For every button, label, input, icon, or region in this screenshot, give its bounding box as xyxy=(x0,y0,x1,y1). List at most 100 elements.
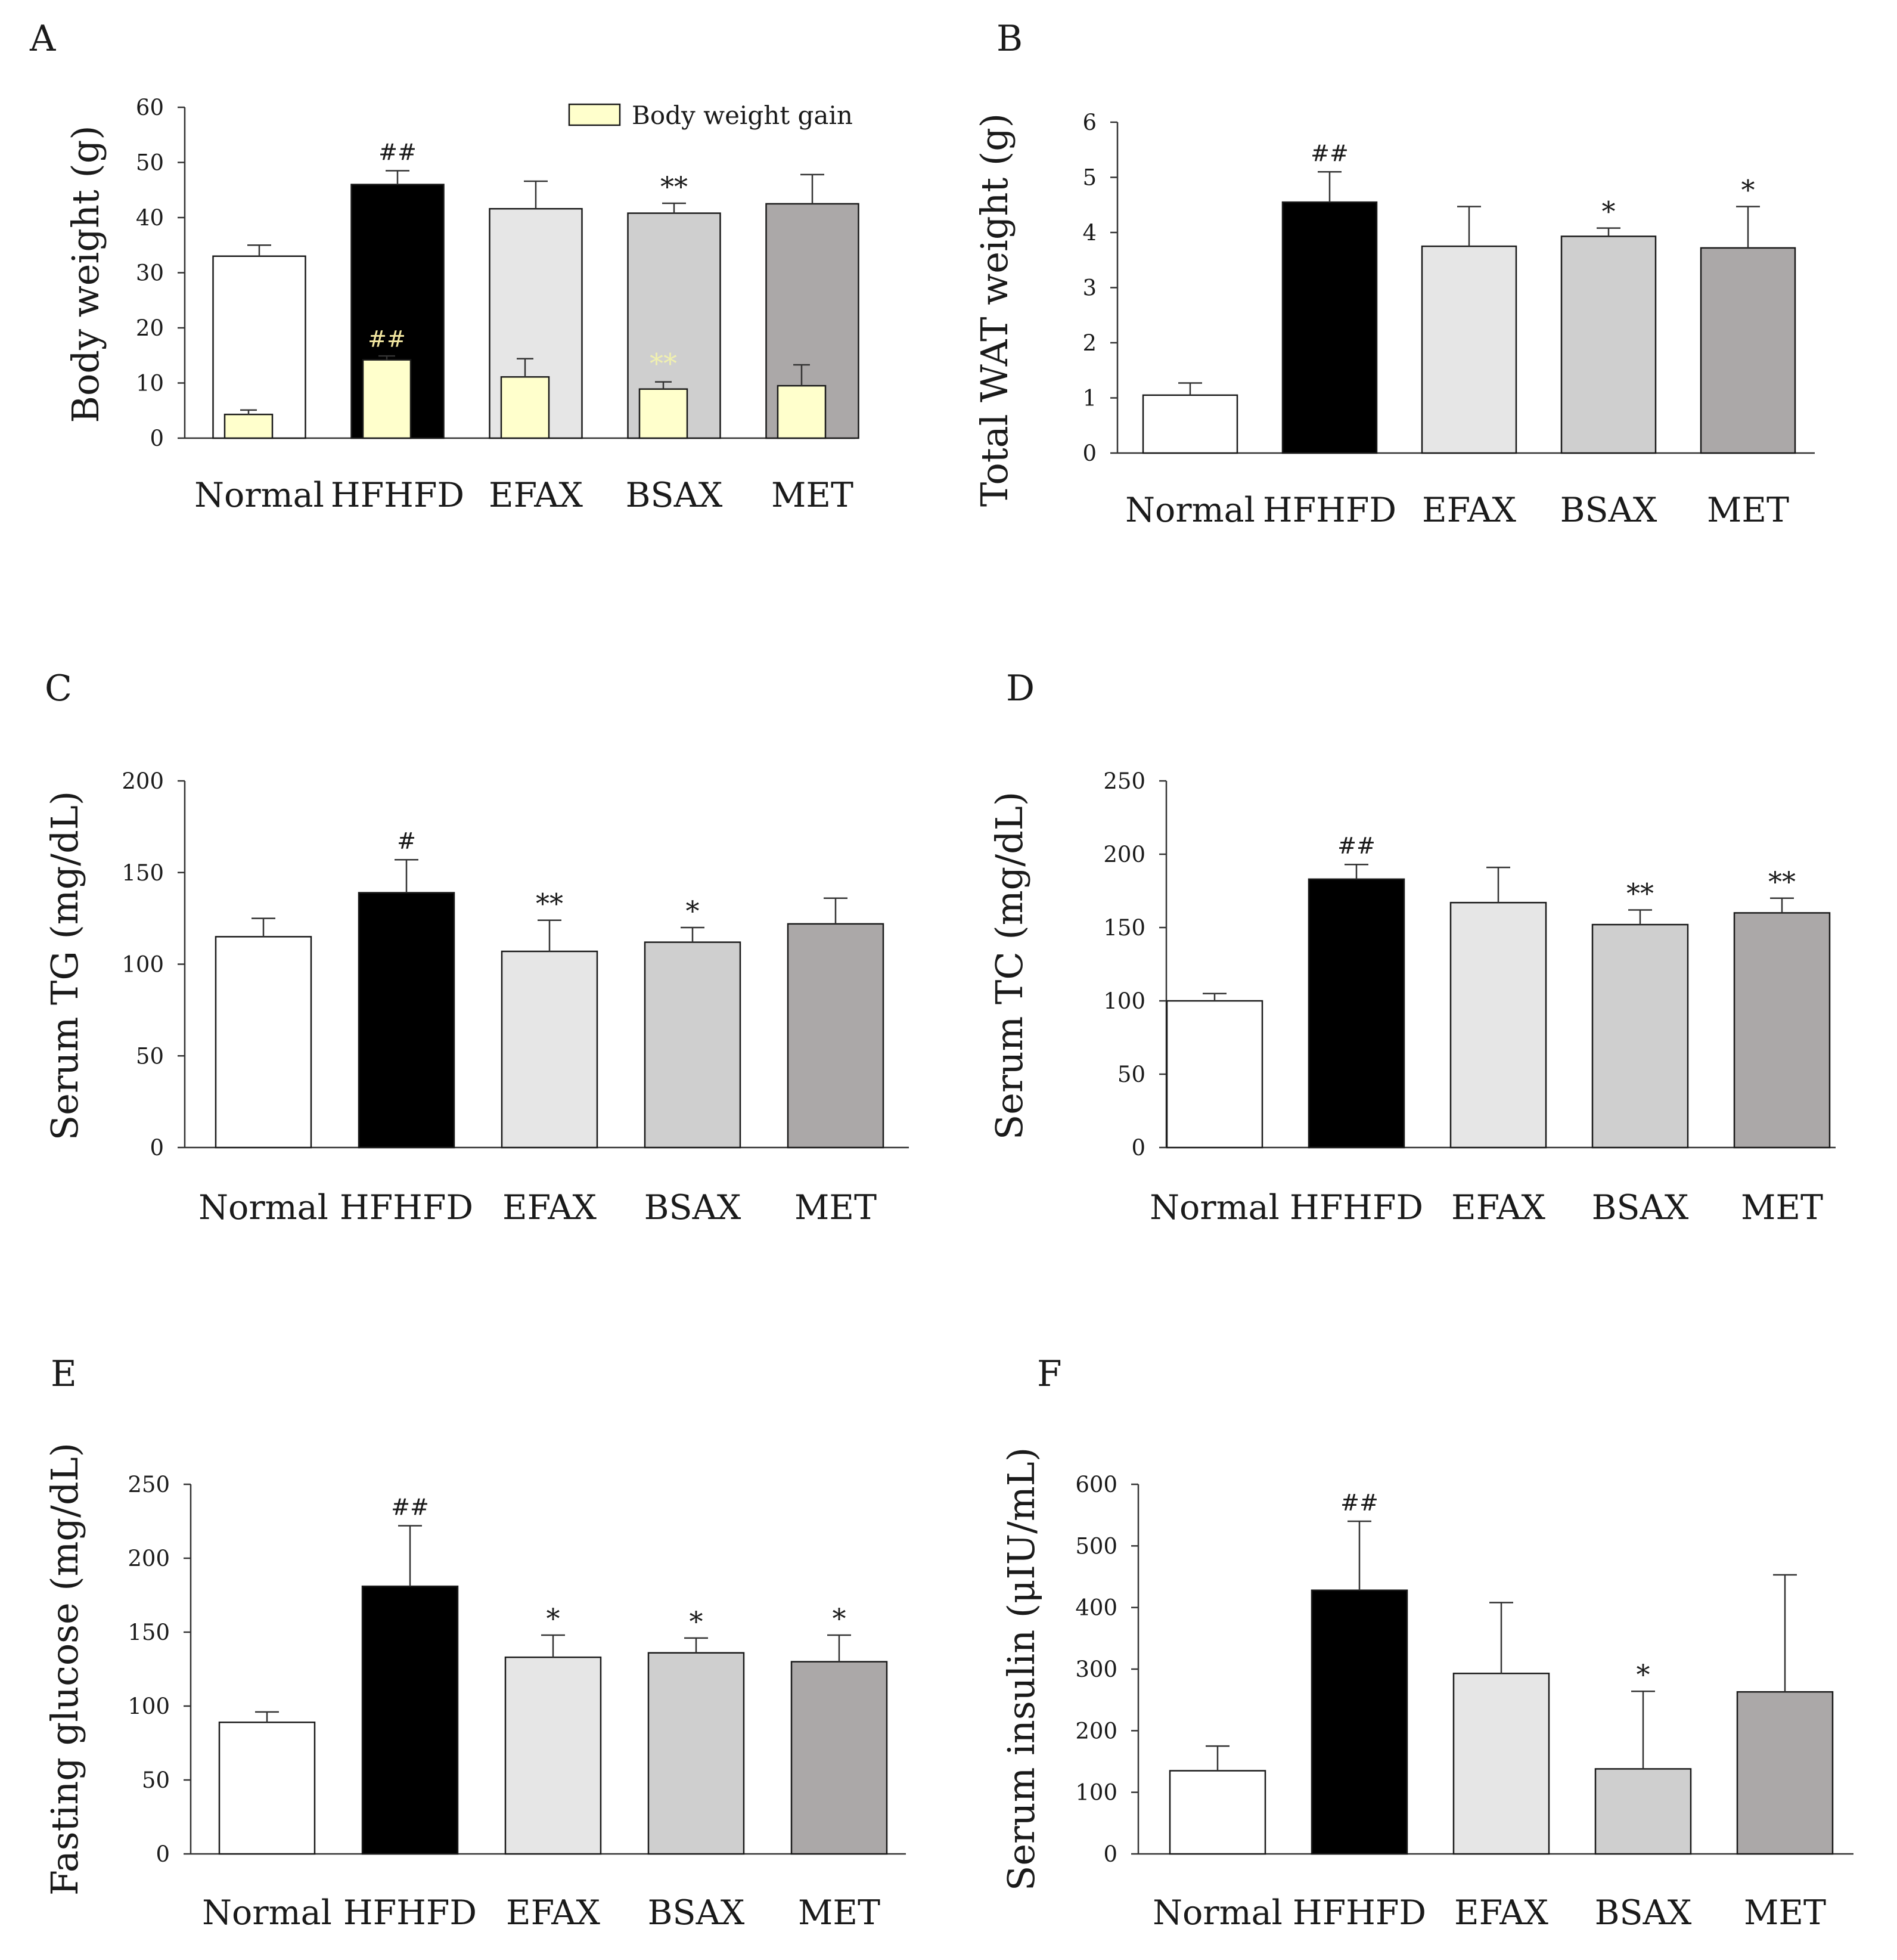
y-axis-label: Serum TC (mg/dL) xyxy=(988,792,1031,1140)
x-tick-label: MET xyxy=(794,1188,877,1227)
bar xyxy=(1421,245,1517,454)
x-tick-label: MET xyxy=(1741,1188,1823,1227)
x-tick-label: Normal xyxy=(1150,1188,1280,1227)
significance-label: ** xyxy=(1768,866,1796,898)
bar xyxy=(1736,1691,1834,1855)
y-tick-label: 300 xyxy=(1075,1657,1117,1682)
significance-label: * xyxy=(686,895,700,927)
gain-bar xyxy=(362,359,412,439)
x-tick-label: HFHFD xyxy=(1293,1893,1426,1933)
panel-letter: F xyxy=(1037,1353,1062,1395)
x-tick-label: EFAX xyxy=(1454,1893,1548,1933)
bar xyxy=(218,1722,316,1855)
significance-label: # xyxy=(397,828,416,854)
y-tick-label: 150 xyxy=(1103,915,1145,941)
y-tick-label: 5 xyxy=(1082,165,1097,191)
chart-panel-a: A Body weight (g) 0 10 20 30 40 50 60 Normal ## HFH… xyxy=(29,18,859,515)
gain-bar xyxy=(777,384,827,439)
significance-label: ## xyxy=(1337,833,1376,859)
x-tick-label: Normal xyxy=(194,476,324,515)
y-tick-label: 150 xyxy=(128,1620,170,1645)
y-tick-label: 200 xyxy=(1103,842,1145,867)
bar xyxy=(361,1585,459,1855)
y-tick-label: 500 xyxy=(1075,1533,1117,1559)
y-tick-label: 100 xyxy=(1103,988,1145,1014)
y-tick-label: 50 xyxy=(1117,1062,1145,1087)
bar xyxy=(1560,235,1657,454)
significance-label: ## xyxy=(391,1494,429,1520)
x-tick-label: EFAX xyxy=(506,1893,600,1933)
gain-significance-label: ## xyxy=(368,326,406,352)
gain-bar xyxy=(500,376,550,439)
chart-panel-b: B Total WAT weight (g) 0 1 2 3 4 5 6 Normal ## HFHF… xyxy=(973,18,1815,530)
gain-significance-label: ** xyxy=(650,348,677,380)
y-tick-label: 100 xyxy=(122,952,164,978)
x-tick-label: EFAX xyxy=(489,476,583,515)
panel-letter: E xyxy=(51,1353,77,1395)
y-tick-label: 100 xyxy=(128,1694,170,1719)
y-tick-label: 60 xyxy=(136,95,164,120)
significance-label: * xyxy=(1741,174,1755,206)
x-tick-label: Normal xyxy=(198,1188,328,1227)
x-tick-label: HFHFD xyxy=(340,1188,473,1227)
legend-label: Body weight gain xyxy=(632,101,853,130)
y-tick-label: 200 xyxy=(1075,1718,1117,1744)
bar xyxy=(1591,923,1689,1149)
x-tick-label: BSAX xyxy=(1592,1188,1689,1227)
chart-panel-e: E Fasting glucose (mg/dL) 0 50 100 150 200 250 N… xyxy=(43,1353,906,1933)
x-tick-label: EFAX xyxy=(1422,491,1516,530)
x-tick-label: MET xyxy=(798,1893,880,1933)
legend: Body weight gain xyxy=(568,101,853,130)
x-tick-label: HFHFD xyxy=(1290,1188,1423,1227)
x-tick-label: BSAX xyxy=(1595,1893,1692,1933)
significance-label: ## xyxy=(378,139,417,165)
bar xyxy=(358,892,455,1149)
significance-label: * xyxy=(1602,196,1616,228)
y-tick-label: 400 xyxy=(1075,1595,1117,1621)
panel-letter: A xyxy=(29,18,56,60)
bar xyxy=(790,1661,888,1855)
y-tick-label: 0 xyxy=(150,1135,164,1161)
y-tick-label: 40 xyxy=(136,205,164,231)
y-tick-label: 150 xyxy=(122,860,164,886)
panel-letter: C xyxy=(45,668,72,709)
y-tick-label: 200 xyxy=(128,1546,170,1571)
significance-label: ## xyxy=(1311,140,1349,166)
gain-bar xyxy=(638,388,688,439)
significance-label: * xyxy=(833,1602,846,1635)
y-tick-label: 4 xyxy=(1082,220,1097,246)
y-tick-label: 0 xyxy=(1082,441,1097,466)
bar xyxy=(644,941,741,1149)
x-tick-label: MET xyxy=(1744,1893,1826,1933)
bar xyxy=(787,923,884,1149)
gain-bar xyxy=(223,413,274,439)
panel-letter: D xyxy=(1006,668,1035,709)
significance-label: * xyxy=(1637,1658,1650,1691)
bar xyxy=(1733,912,1831,1149)
x-tick-label: MET xyxy=(1707,491,1789,530)
bar xyxy=(1142,394,1238,454)
y-tick-label: 250 xyxy=(128,1472,170,1497)
y-tick-label: 50 xyxy=(142,1767,170,1793)
panel-letter: B xyxy=(996,18,1023,60)
y-tick-label: 1 xyxy=(1082,386,1097,411)
y-tick-label: 0 xyxy=(1103,1841,1117,1867)
significance-label: ## xyxy=(1340,1490,1378,1516)
y-tick-label: 0 xyxy=(156,1841,170,1867)
significance-label: * xyxy=(690,1605,703,1638)
significance-label: ** xyxy=(536,888,563,920)
bar xyxy=(1311,1589,1408,1855)
y-tick-label: 50 xyxy=(136,1043,164,1069)
y-tick-label: 30 xyxy=(136,260,164,286)
bar xyxy=(1308,878,1405,1149)
y-tick-label: 200 xyxy=(122,768,164,794)
y-tick-label: 10 xyxy=(136,371,164,396)
y-tick-label: 0 xyxy=(1131,1135,1145,1161)
x-tick-label: BSAX xyxy=(1560,491,1657,530)
bar xyxy=(215,936,312,1149)
x-tick-label: HFHFD xyxy=(1263,491,1396,530)
bar xyxy=(1449,901,1547,1149)
bar xyxy=(1281,201,1378,454)
